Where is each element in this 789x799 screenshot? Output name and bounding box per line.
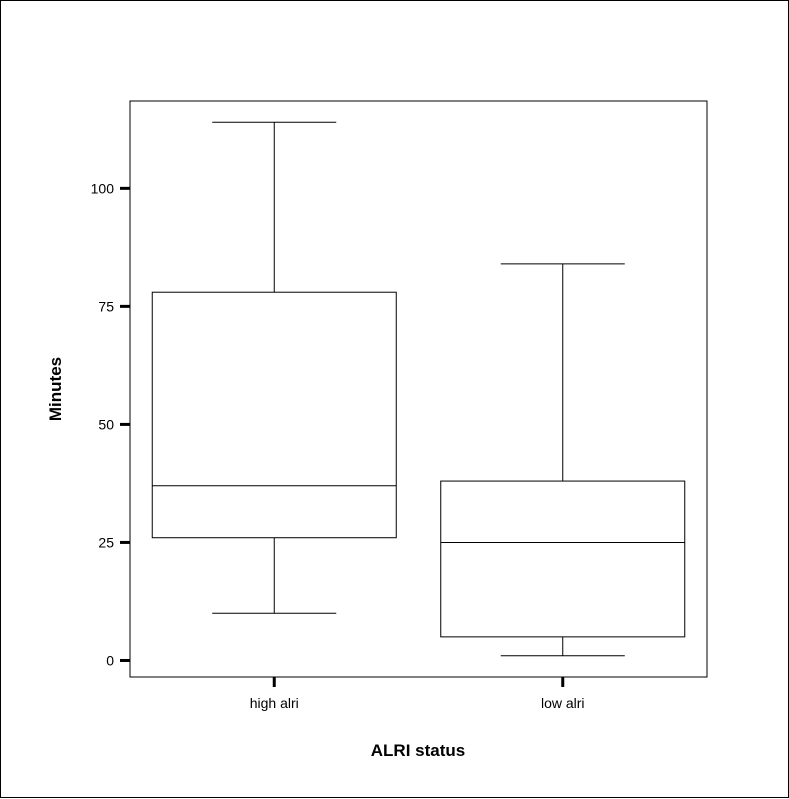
y-tick-label: 100 bbox=[91, 180, 115, 196]
y-tick-label: 0 bbox=[106, 652, 114, 668]
y-axis-title: Minutes bbox=[46, 357, 65, 421]
x-tick-label: low alri bbox=[541, 695, 585, 711]
y-tick-label: 50 bbox=[98, 416, 114, 432]
box-iqr bbox=[151, 291, 397, 539]
y-tick-label: 25 bbox=[98, 534, 114, 550]
chart-marks: 0 25 50 75 100 high alri low alri bbox=[91, 121, 686, 711]
x-tick-label: high alri bbox=[250, 695, 299, 711]
x-axis-title: ALRI status bbox=[371, 741, 465, 760]
plot-area bbox=[129, 100, 708, 678]
box-iqr bbox=[440, 480, 686, 638]
y-tick-label: 75 bbox=[98, 298, 114, 314]
